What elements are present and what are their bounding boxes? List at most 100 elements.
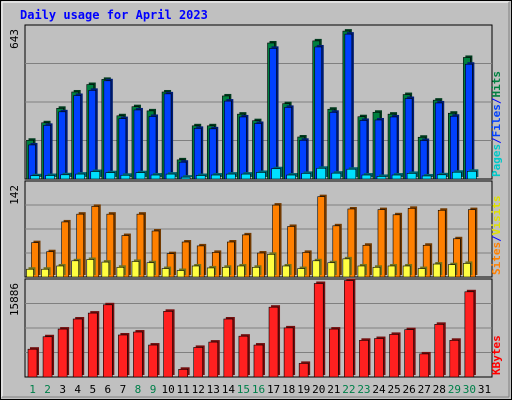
bar-pages-day-24 — [376, 174, 388, 180]
bar-sites-day-21 — [332, 223, 342, 278]
bar-visits-day-17 — [267, 252, 277, 278]
day-label-1: 1 — [29, 383, 36, 396]
side-label-part: KBytes — [490, 335, 503, 375]
bar-pages-day-21 — [331, 171, 343, 180]
bar-pages-day-11-face — [180, 176, 191, 180]
bar-files-day-18-face — [284, 107, 292, 180]
bar-pages-day-2 — [45, 173, 57, 180]
bar-pages-day-29-face — [452, 171, 462, 180]
bar-kbytes-day-13-face — [208, 341, 219, 378]
bar-kbytes-day-12-face — [193, 347, 204, 378]
bar-sites-day-9-face — [151, 230, 160, 278]
bar-files-day-5 — [88, 88, 98, 180]
bar-sites-day-25 — [392, 212, 403, 278]
side-label-part: Hits — [490, 71, 503, 98]
panel-side-label: Sites/Visits — [490, 196, 503, 276]
bar-visits-day-12-face — [191, 265, 200, 278]
bar-visits-day-7-face — [116, 266, 125, 278]
bar-kbytes-day-10 — [163, 309, 175, 378]
bar-kbytes-day-3 — [57, 327, 70, 378]
day-label-14: 14 — [222, 383, 236, 396]
bar-sites-day-30-face — [468, 209, 476, 278]
bar-pages-day-13-face — [210, 174, 221, 180]
bar-sites-day-1-face — [31, 242, 39, 278]
bar-pages-day-16 — [256, 170, 268, 180]
bar-visits-day-5 — [86, 257, 96, 278]
bar-pages-day-28-face — [436, 174, 447, 180]
bar-kbytes-day-15 — [238, 334, 250, 378]
bar-visits-day-5-face — [86, 259, 95, 278]
day-label-5: 5 — [89, 383, 96, 396]
side-label-part: / — [490, 137, 503, 144]
day-label-22: 22 — [342, 383, 355, 396]
bar-files-day-26 — [404, 96, 415, 180]
bar-sites-day-20 — [317, 194, 327, 278]
bar-files-day-24-face — [374, 119, 383, 180]
side-label-part: / — [490, 235, 503, 242]
bar-pages-day-2-face — [45, 175, 55, 180]
day-label-23: 23 — [357, 383, 370, 396]
bar-kbytes-day-10-face — [163, 311, 173, 378]
panel-scale-max: 142 — [8, 185, 21, 205]
bar-sites-day-10-face — [166, 253, 175, 278]
day-label-25: 25 — [387, 383, 400, 396]
bar-sites-day-12 — [196, 243, 207, 278]
bar-sites-day-21-face — [332, 225, 341, 278]
side-label-part: Pages — [490, 144, 503, 177]
bar-pages-day-28 — [436, 172, 449, 180]
bar-kbytes-day-13 — [208, 340, 220, 378]
bar-files-day-20 — [314, 44, 324, 180]
bar-visits-day-11-face — [176, 270, 185, 278]
bar-visits-day-9 — [146, 260, 157, 278]
bar-sites-day-13 — [211, 250, 222, 278]
bar-pages-day-20-face — [316, 167, 327, 180]
day-label-11: 11 — [177, 383, 190, 396]
bar-sites-day-5-face — [91, 206, 100, 278]
bar-sites-day-16 — [257, 251, 267, 278]
bar-pages-day-12 — [195, 173, 208, 180]
bar-sites-day-28-face — [437, 209, 446, 278]
bar-visits-day-1-face — [26, 268, 34, 278]
bar-visits-day-28-face — [432, 263, 441, 278]
panels-layer: 643Pages/Files/Hits142Sites/Visits15886K… — [8, 24, 503, 378]
bar-visits-day-8 — [131, 259, 141, 278]
bar-files-day-4-face — [73, 95, 81, 180]
bar-kbytes-day-11 — [178, 367, 190, 378]
bar-files-day-3-face — [58, 111, 66, 180]
bar-visits-day-27 — [417, 266, 428, 278]
bar-kbytes-day-17 — [268, 305, 281, 378]
bar-pages-day-22-face — [346, 168, 357, 180]
bar-visits-day-4 — [71, 258, 81, 278]
bar-sites-day-27-face — [422, 244, 431, 278]
day-label-28: 28 — [433, 383, 446, 396]
bar-pages-day-25-face — [391, 174, 402, 180]
bar-visits-day-28 — [432, 262, 443, 278]
bar-pages-day-23 — [361, 173, 373, 180]
bar-pages-day-15 — [241, 172, 253, 180]
bar-kbytes-day-30-face — [464, 291, 475, 378]
bar-files-day-13 — [208, 126, 219, 180]
bar-kbytes-day-28-face — [434, 324, 445, 378]
bar-kbytes-day-24 — [374, 336, 386, 378]
bar-pages-day-30 — [467, 169, 479, 180]
bar-visits-day-19 — [297, 266, 307, 278]
bar-visits-day-16-face — [252, 266, 260, 278]
bar-pages-day-7 — [120, 173, 132, 180]
day-label-7: 7 — [120, 383, 127, 396]
bar-kbytes-day-8 — [133, 330, 145, 378]
bar-pages-day-16-face — [256, 172, 266, 180]
bar-kbytes-day-21-face — [328, 328, 339, 378]
day-label-2: 2 — [44, 383, 51, 396]
bar-files-day-6 — [103, 78, 113, 180]
bar-kbytes-day-14-face — [223, 318, 234, 378]
bar-pages-day-17-face — [271, 168, 281, 180]
bar-pages-day-14-face — [226, 173, 236, 180]
bar-sites-day-8-face — [136, 213, 145, 278]
bar-sites-day-23-face — [362, 244, 371, 278]
bar-visits-day-22-face — [342, 258, 351, 278]
day-label-26: 26 — [403, 383, 416, 396]
bar-pages-day-1 — [30, 173, 42, 180]
bar-sites-day-4-face — [76, 213, 84, 278]
bar-visits-day-7 — [116, 265, 126, 278]
bar-sites-day-12-face — [196, 245, 205, 278]
